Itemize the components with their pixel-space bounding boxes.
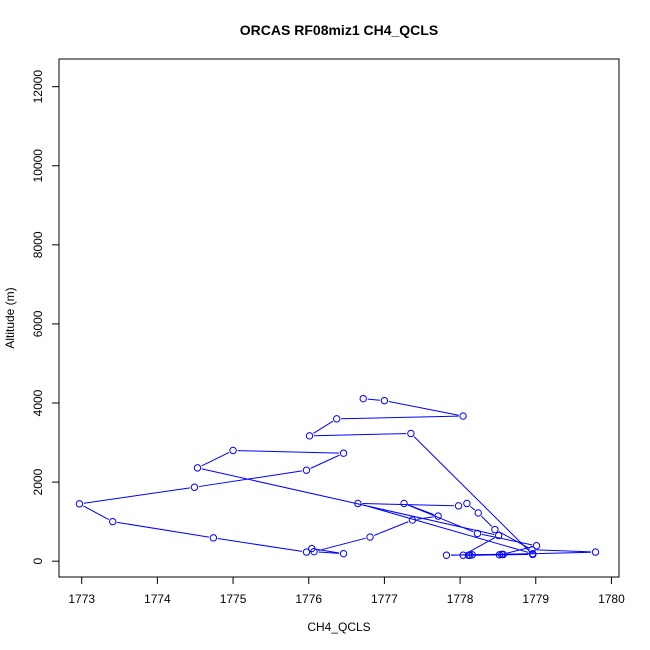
data-point (333, 415, 341, 423)
data-point (442, 551, 451, 559)
series-segment (318, 551, 340, 554)
data-point (75, 500, 84, 508)
data-point (302, 548, 311, 556)
series-segment (318, 537, 366, 552)
data-point (473, 529, 482, 538)
y-tick-label: 0 (31, 558, 45, 565)
data-point (528, 546, 536, 554)
series-segment (201, 451, 230, 467)
series-segment (201, 468, 495, 535)
data-point (339, 549, 348, 558)
data-point (209, 534, 218, 542)
series-segment (536, 549, 592, 553)
series-segment (413, 436, 530, 552)
data-point (229, 446, 237, 455)
x-tick-label: 1774 (144, 592, 171, 606)
series-segment (367, 398, 380, 401)
data-point (407, 429, 415, 438)
data-point (434, 512, 442, 520)
y-tick-label: 12000 (31, 70, 45, 104)
y-tick-label: 10000 (31, 149, 45, 183)
series-segment (316, 548, 340, 554)
series-segment (388, 401, 459, 416)
data-point (459, 551, 467, 559)
data-point (408, 516, 417, 524)
series-segment (217, 538, 303, 552)
data-point (359, 394, 367, 403)
series-segment (481, 533, 533, 546)
x-tick-label: 1779 (522, 592, 549, 606)
data-point (193, 464, 202, 472)
series-segment (362, 503, 455, 507)
data-point (339, 449, 348, 457)
y-tick-label: 6000 (31, 310, 45, 337)
series-segment (470, 505, 476, 511)
x-tick-label: 1778 (447, 592, 474, 606)
series-segment (313, 420, 334, 434)
data-point (380, 396, 389, 405)
data-point (305, 432, 314, 440)
data-point (532, 542, 541, 550)
series-segment (362, 504, 529, 553)
series-layer (75, 394, 600, 559)
y-tick-label: 8000 (31, 231, 45, 258)
series-segment (83, 487, 191, 504)
x-tick-label: 1776 (295, 592, 322, 606)
data-point (474, 509, 482, 517)
data-point (109, 517, 117, 526)
series-segment (313, 433, 407, 437)
x-axis: 1773 1774 1775 1776 1777 1778 1779 1780 (68, 576, 625, 606)
series-segment (310, 454, 340, 469)
data-point (591, 548, 600, 556)
series-segment (481, 515, 493, 527)
data-point (354, 499, 362, 508)
x-tick-label: 1773 (68, 592, 95, 606)
data-point (463, 499, 471, 508)
series-segment (416, 516, 434, 520)
series-segment (237, 450, 340, 454)
data-point (190, 483, 199, 491)
series-segment (505, 546, 533, 554)
data-point (308, 544, 316, 553)
series-segment (466, 537, 495, 554)
series-segment (117, 521, 210, 538)
series-segment (341, 415, 459, 420)
y-axis: 0 2000 4000 6000 8000 10000 12000 (31, 70, 60, 565)
data-point (366, 533, 374, 541)
data-point (400, 499, 408, 508)
data-point (302, 466, 311, 474)
series-segment (83, 505, 109, 520)
x-tick-label: 1780 (598, 592, 625, 606)
y-axis-label: Altitude (m) (3, 287, 17, 348)
chart-title: ORCAS RF08miz1 CH4_QCLS (240, 22, 438, 38)
data-point (498, 550, 506, 559)
x-tick-label: 1777 (371, 592, 398, 606)
series-segment (198, 470, 303, 488)
series-segment (408, 504, 435, 516)
data-point (491, 525, 499, 534)
series-segment (467, 554, 529, 556)
series-segment (374, 521, 409, 536)
data-point (468, 551, 476, 559)
data-point (529, 550, 537, 559)
data-point (494, 531, 503, 540)
data-point (459, 412, 467, 420)
data-point (454, 502, 463, 510)
x-axis-label: CH4_QCLS (307, 620, 370, 634)
y-tick-label: 4000 (31, 389, 45, 416)
y-tick-label: 2000 (31, 468, 45, 495)
x-tick-label: 1775 (220, 592, 247, 606)
